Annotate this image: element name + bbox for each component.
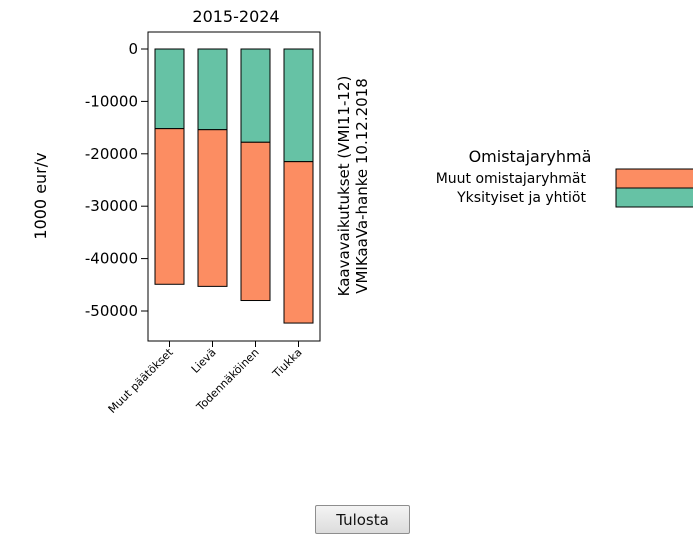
y-tick-label-5: -50000 — [85, 302, 138, 320]
legend: Omistajaryhmä Muut omistajaryhmät Yksityi… — [436, 147, 693, 208]
bar-0-series-1 — [154, 128, 185, 285]
legend-swatch-0 — [615, 168, 693, 189]
y-tick-label-3: -30000 — [85, 197, 138, 215]
chart: 2015-2024 0 -10000 -20000 -30000 -40000 -5000… — [31, 7, 693, 416]
y-tick-label-4: -40000 — [85, 250, 138, 268]
plot-frame — [147, 31, 321, 342]
y-tick-label-0: 0 — [128, 40, 138, 58]
bar-1-series-0 — [197, 48, 228, 131]
print-button[interactable]: Tulosta — [315, 505, 410, 534]
bar-3-series-1 — [283, 161, 314, 324]
side-label-project: VMIKaaVa-hanke 10.12.2018 — [353, 78, 371, 294]
y-axis-label: 1000 eur/v — [31, 152, 50, 239]
legend-title: Omistajaryhmä — [469, 147, 592, 166]
y-tick-label-1: -10000 — [85, 92, 138, 110]
bar-1-series-1 — [197, 129, 228, 287]
legend-swatch-1 — [615, 187, 693, 208]
bars — [154, 48, 314, 324]
side-label-source: Kaavavaikutukset (VMI11-12) — [335, 76, 353, 297]
bar-2-series-0 — [240, 48, 271, 143]
y-tick-label-2: -20000 — [85, 145, 138, 163]
legend-label-1: Yksityiset ja yhtiöt — [456, 190, 586, 206]
y-axis: 0 -10000 -20000 -30000 -40000 -50000 — [85, 40, 148, 320]
chart-title: 2015-2024 — [192, 7, 279, 26]
x-tick-label-0: Muut päätökset — [106, 345, 176, 415]
bar-0-series-0 — [154, 48, 185, 130]
bar-2-series-1 — [240, 141, 271, 302]
legend-label-0: Muut omistajaryhmät — [436, 171, 587, 187]
bar-3-series-0 — [283, 48, 314, 163]
x-tick-label-1: Lievä — [189, 346, 219, 376]
x-tick-label-3: Tiukka — [269, 346, 304, 381]
